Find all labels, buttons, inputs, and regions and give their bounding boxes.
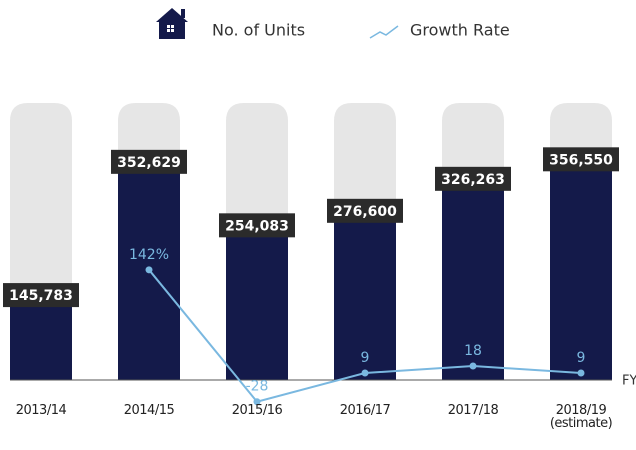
x-tick-label: 2013/14 xyxy=(15,403,67,418)
x-axis-label: FY xyxy=(622,374,636,389)
x-tick-label: 2017/18 xyxy=(447,403,499,418)
growth-point xyxy=(145,266,153,274)
value-label: 276,600 xyxy=(333,204,397,220)
growth-point xyxy=(469,362,477,370)
value-label-box xyxy=(219,213,295,238)
bar xyxy=(226,216,288,380)
legend-label: Growth Rate xyxy=(410,21,510,40)
growth-label: -28 xyxy=(246,379,269,395)
growth-label: 9 xyxy=(577,350,586,366)
value-label-box xyxy=(435,166,511,191)
value-label-box xyxy=(327,198,403,223)
x-tick-label: 2016/17 xyxy=(339,403,391,418)
value-label: 145,783 xyxy=(9,288,73,304)
x-tick-label: 2014/15 xyxy=(123,403,175,418)
value-label: 356,550 xyxy=(549,152,613,168)
bar xyxy=(334,201,396,380)
value-label-box xyxy=(3,283,79,308)
value-label-box xyxy=(111,149,187,174)
growth-label: 142% xyxy=(129,247,169,263)
value-label: 254,083 xyxy=(225,218,289,234)
x-tick-label: 2015/16 xyxy=(231,403,283,418)
legend-units-icon xyxy=(156,8,188,39)
legend-line-icon xyxy=(369,25,399,39)
bar xyxy=(550,150,612,380)
x-tick-label: 2018/19 (estimate) xyxy=(549,403,613,431)
growth-point xyxy=(577,369,585,377)
growth-point xyxy=(361,369,369,377)
bar xyxy=(442,169,504,380)
value-label: 326,263 xyxy=(441,172,505,188)
value-label: 352,629 xyxy=(117,155,181,171)
legend-label: No. of Units xyxy=(212,21,305,40)
value-label-box xyxy=(543,147,619,172)
growth-label: 9 xyxy=(361,350,370,366)
growth-label: 18 xyxy=(464,343,482,359)
growth-point xyxy=(253,398,261,406)
